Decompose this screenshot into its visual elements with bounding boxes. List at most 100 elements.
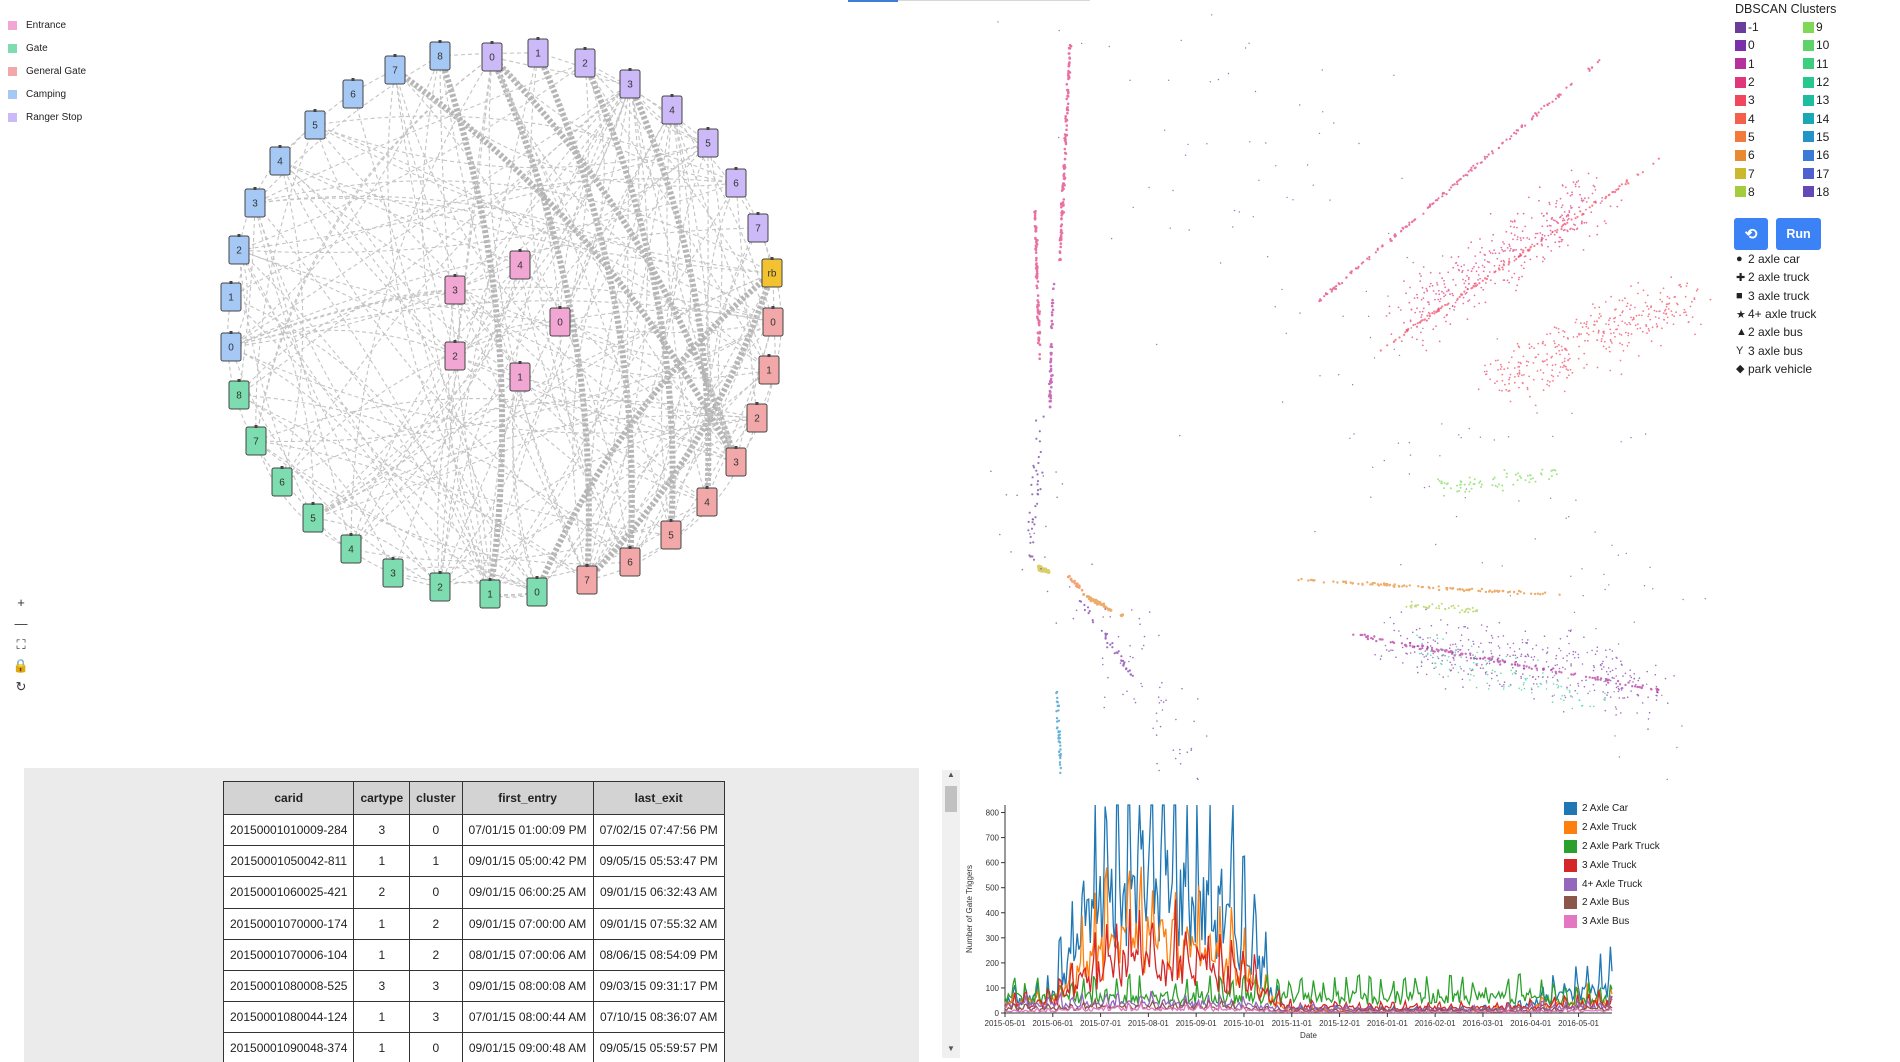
- graph-node-camping-5[interactable]: 5: [304, 109, 326, 140]
- graph-node-entrance-0[interactable]: 0: [549, 306, 571, 337]
- graph-node-general-gate-4[interactable]: 4: [696, 486, 718, 517]
- column-header-carid[interactable]: carid: [222, 781, 355, 815]
- graph-node-gate-4[interactable]: 4: [340, 533, 362, 564]
- column-header-cartype[interactable]: cartype: [353, 781, 411, 815]
- vertical-scrollbar[interactable]: ▲ ▼: [942, 770, 960, 1058]
- graph-node-gate-7[interactable]: 7: [245, 425, 267, 456]
- reset-button[interactable]: ⟲: [1734, 218, 1768, 250]
- column-header-first-entry[interactable]: first_entry: [461, 781, 594, 815]
- table-row[interactable]: 20150001080044-124 1 3 07/01/15 08:00:44 AM…: [222, 1001, 725, 1034]
- cluster-legend-item-4[interactable]: 4: [1735, 109, 1803, 127]
- graph-node-gate-8[interactable]: 8: [228, 379, 250, 410]
- cluster-legend-item-11[interactable]: 11: [1803, 55, 1853, 73]
- table-row[interactable]: 20150001070000-174 1 2 09/01/15 07:00:00 AM…: [222, 907, 725, 940]
- cluster-legend-item-8[interactable]: 8: [1735, 183, 1803, 201]
- graph-node-gate-0[interactable]: 0: [526, 576, 548, 607]
- cluster-legend-item-5[interactable]: 5: [1735, 128, 1803, 146]
- table-row[interactable]: 20150001050042-811 1 1 09/01/15 05:00:42 PM…: [222, 845, 725, 878]
- graph-node-camping-3[interactable]: 3: [244, 187, 266, 218]
- cluster-legend-item-12[interactable]: 12: [1803, 73, 1853, 91]
- cluster-legend-item-3[interactable]: 3: [1735, 91, 1803, 109]
- table-row[interactable]: 20150001060025-421 2 0 09/01/15 06:00:25 AM…: [222, 876, 725, 909]
- scatter-point: [1122, 693, 1124, 696]
- tab-indicator[interactable]: [898, 0, 1090, 1]
- scatter-point: [1667, 303, 1669, 305]
- cluster-legend-item-16[interactable]: 16: [1803, 146, 1853, 164]
- cluster-legend-item-15[interactable]: 15: [1803, 128, 1853, 146]
- graph-node-ranger-stop-3[interactable]: 3: [619, 68, 641, 99]
- table-row[interactable]: 20150001080008-525 3 3 09/01/15 08:00:08 AM…: [222, 969, 725, 1003]
- graph-node-camping-7[interactable]: 7: [384, 54, 406, 85]
- scatter-point: [1516, 236, 1519, 238]
- table-row[interactable]: 20150001010009-284 3 0 07/01/15 01:00:09 PM…: [222, 813, 725, 847]
- graph-node-ranger-stop-7[interactable]: 7: [747, 212, 769, 243]
- graph-node-ranger-stop-2[interactable]: 2: [574, 47, 596, 78]
- graph-node-general-gate-1[interactable]: 1: [758, 354, 780, 385]
- graph-node-entrance-1[interactable]: 1: [509, 361, 531, 392]
- scroll-up-arrow-icon[interactable]: ▲: [947, 770, 955, 779]
- graph-node-ranger-stop-6[interactable]: 6: [725, 167, 747, 198]
- scatter-point: [1036, 299, 1039, 302]
- column-header-cluster[interactable]: cluster: [409, 781, 463, 815]
- cluster-legend-item-13[interactable]: 13: [1803, 91, 1853, 109]
- cluster-legend-item-1[interactable]: 1: [1735, 55, 1803, 73]
- run-button[interactable]: Run: [1776, 218, 1821, 250]
- graph-node-camping-6[interactable]: 6: [342, 78, 364, 109]
- zoom-in-icon[interactable]: +: [17, 595, 25, 610]
- graph-node-general-gate-3[interactable]: 3: [725, 446, 747, 477]
- graph-node-gate-2[interactable]: 2: [429, 571, 451, 602]
- cluster-legend-item-0[interactable]: 0: [1735, 36, 1803, 54]
- fit-icon[interactable]: ⛶: [16, 636, 26, 652]
- graph-node-general-gate-0[interactable]: 0: [762, 306, 784, 337]
- network-graph[interactable]: 0 1234567rb012345670123456780123456783402…: [0, 0, 800, 640]
- scatter-point: [1462, 174, 1465, 177]
- cluster-legend-item-18[interactable]: 18: [1803, 183, 1853, 201]
- graph-node-ranger-base-rb[interactable]: rb: [761, 257, 783, 288]
- graph-node-general-gate-7[interactable]: 7: [576, 564, 598, 595]
- graph-node-entrance-4[interactable]: 4: [509, 249, 531, 280]
- column-header-last-exit[interactable]: last_exit: [592, 781, 725, 815]
- lock-icon[interactable]: 🔒: [12, 657, 30, 673]
- scatter-point: [1449, 661, 1451, 664]
- scroll-down-arrow-icon[interactable]: ▼: [947, 1044, 955, 1053]
- scatter-point: [1533, 347, 1535, 349]
- graph-node-camping-2[interactable]: 2: [228, 234, 250, 265]
- graph-node-camping-1[interactable]: 1: [220, 281, 242, 312]
- table-row[interactable]: 20150001090048-374 1 0 09/01/15 09:00:48 AM…: [222, 1032, 725, 1062]
- scatter-point: [1676, 746, 1678, 749]
- graph-node-general-gate-6[interactable]: 6: [619, 546, 641, 577]
- cluster-legend-item-14[interactable]: 14: [1803, 109, 1853, 127]
- graph-node-ranger-stop-4[interactable]: 4: [661, 94, 683, 125]
- graph-node-gate-5[interactable]: 5: [302, 502, 324, 533]
- dbscan-scatter-plot[interactable]: [960, 0, 1720, 780]
- graph-node-general-gate-2[interactable]: 2: [746, 402, 768, 433]
- scatter-point: [1572, 653, 1574, 656]
- graph-node-ranger-stop-0[interactable]: 0: [481, 41, 503, 72]
- graph-node-gate-3[interactable]: 3: [382, 557, 404, 588]
- cluster-legend-item-6[interactable]: 6: [1735, 146, 1803, 164]
- scrollbar-thumb[interactable]: [945, 786, 957, 812]
- cluster-legend-item-17[interactable]: 17: [1803, 164, 1853, 182]
- scatter-point: [1413, 651, 1416, 653]
- scatter-point: [1532, 477, 1534, 480]
- graph-node-camping-4[interactable]: 4: [269, 145, 291, 176]
- graph-node-ranger-stop-5[interactable]: 5: [697, 127, 719, 158]
- cluster-legend-item-2[interactable]: 2: [1735, 73, 1803, 91]
- graph-node-general-gate-5[interactable]: 5: [660, 519, 682, 550]
- active-tab-indicator[interactable]: [848, 0, 898, 2]
- graph-node-gate-6[interactable]: 6: [271, 466, 293, 497]
- zoom-out-icon[interactable]: —: [14, 616, 28, 631]
- cluster-legend-item-7[interactable]: 7: [1735, 164, 1803, 182]
- cluster-legend-item-1[interactable]: -1: [1735, 18, 1803, 36]
- scatter-point: [1615, 656, 1617, 659]
- cluster-legend-item-10[interactable]: 10: [1803, 36, 1853, 54]
- graph-node-entrance-2[interactable]: 2: [444, 340, 466, 371]
- reset-icon[interactable]: ↻: [15, 678, 27, 694]
- graph-node-camping-8[interactable]: 8: [429, 40, 451, 71]
- table-row[interactable]: 20150001070006-104 1 2 08/01/15 07:00:06 AM…: [222, 938, 725, 971]
- cluster-legend-item-9[interactable]: 9: [1803, 18, 1853, 36]
- graph-node-gate-1[interactable]: 1: [479, 578, 501, 609]
- graph-node-entrance-3[interactable]: 3: [444, 274, 466, 305]
- graph-node-camping-0[interactable]: 0: [220, 331, 242, 362]
- graph-node-ranger-stop-1[interactable]: 1: [527, 37, 549, 68]
